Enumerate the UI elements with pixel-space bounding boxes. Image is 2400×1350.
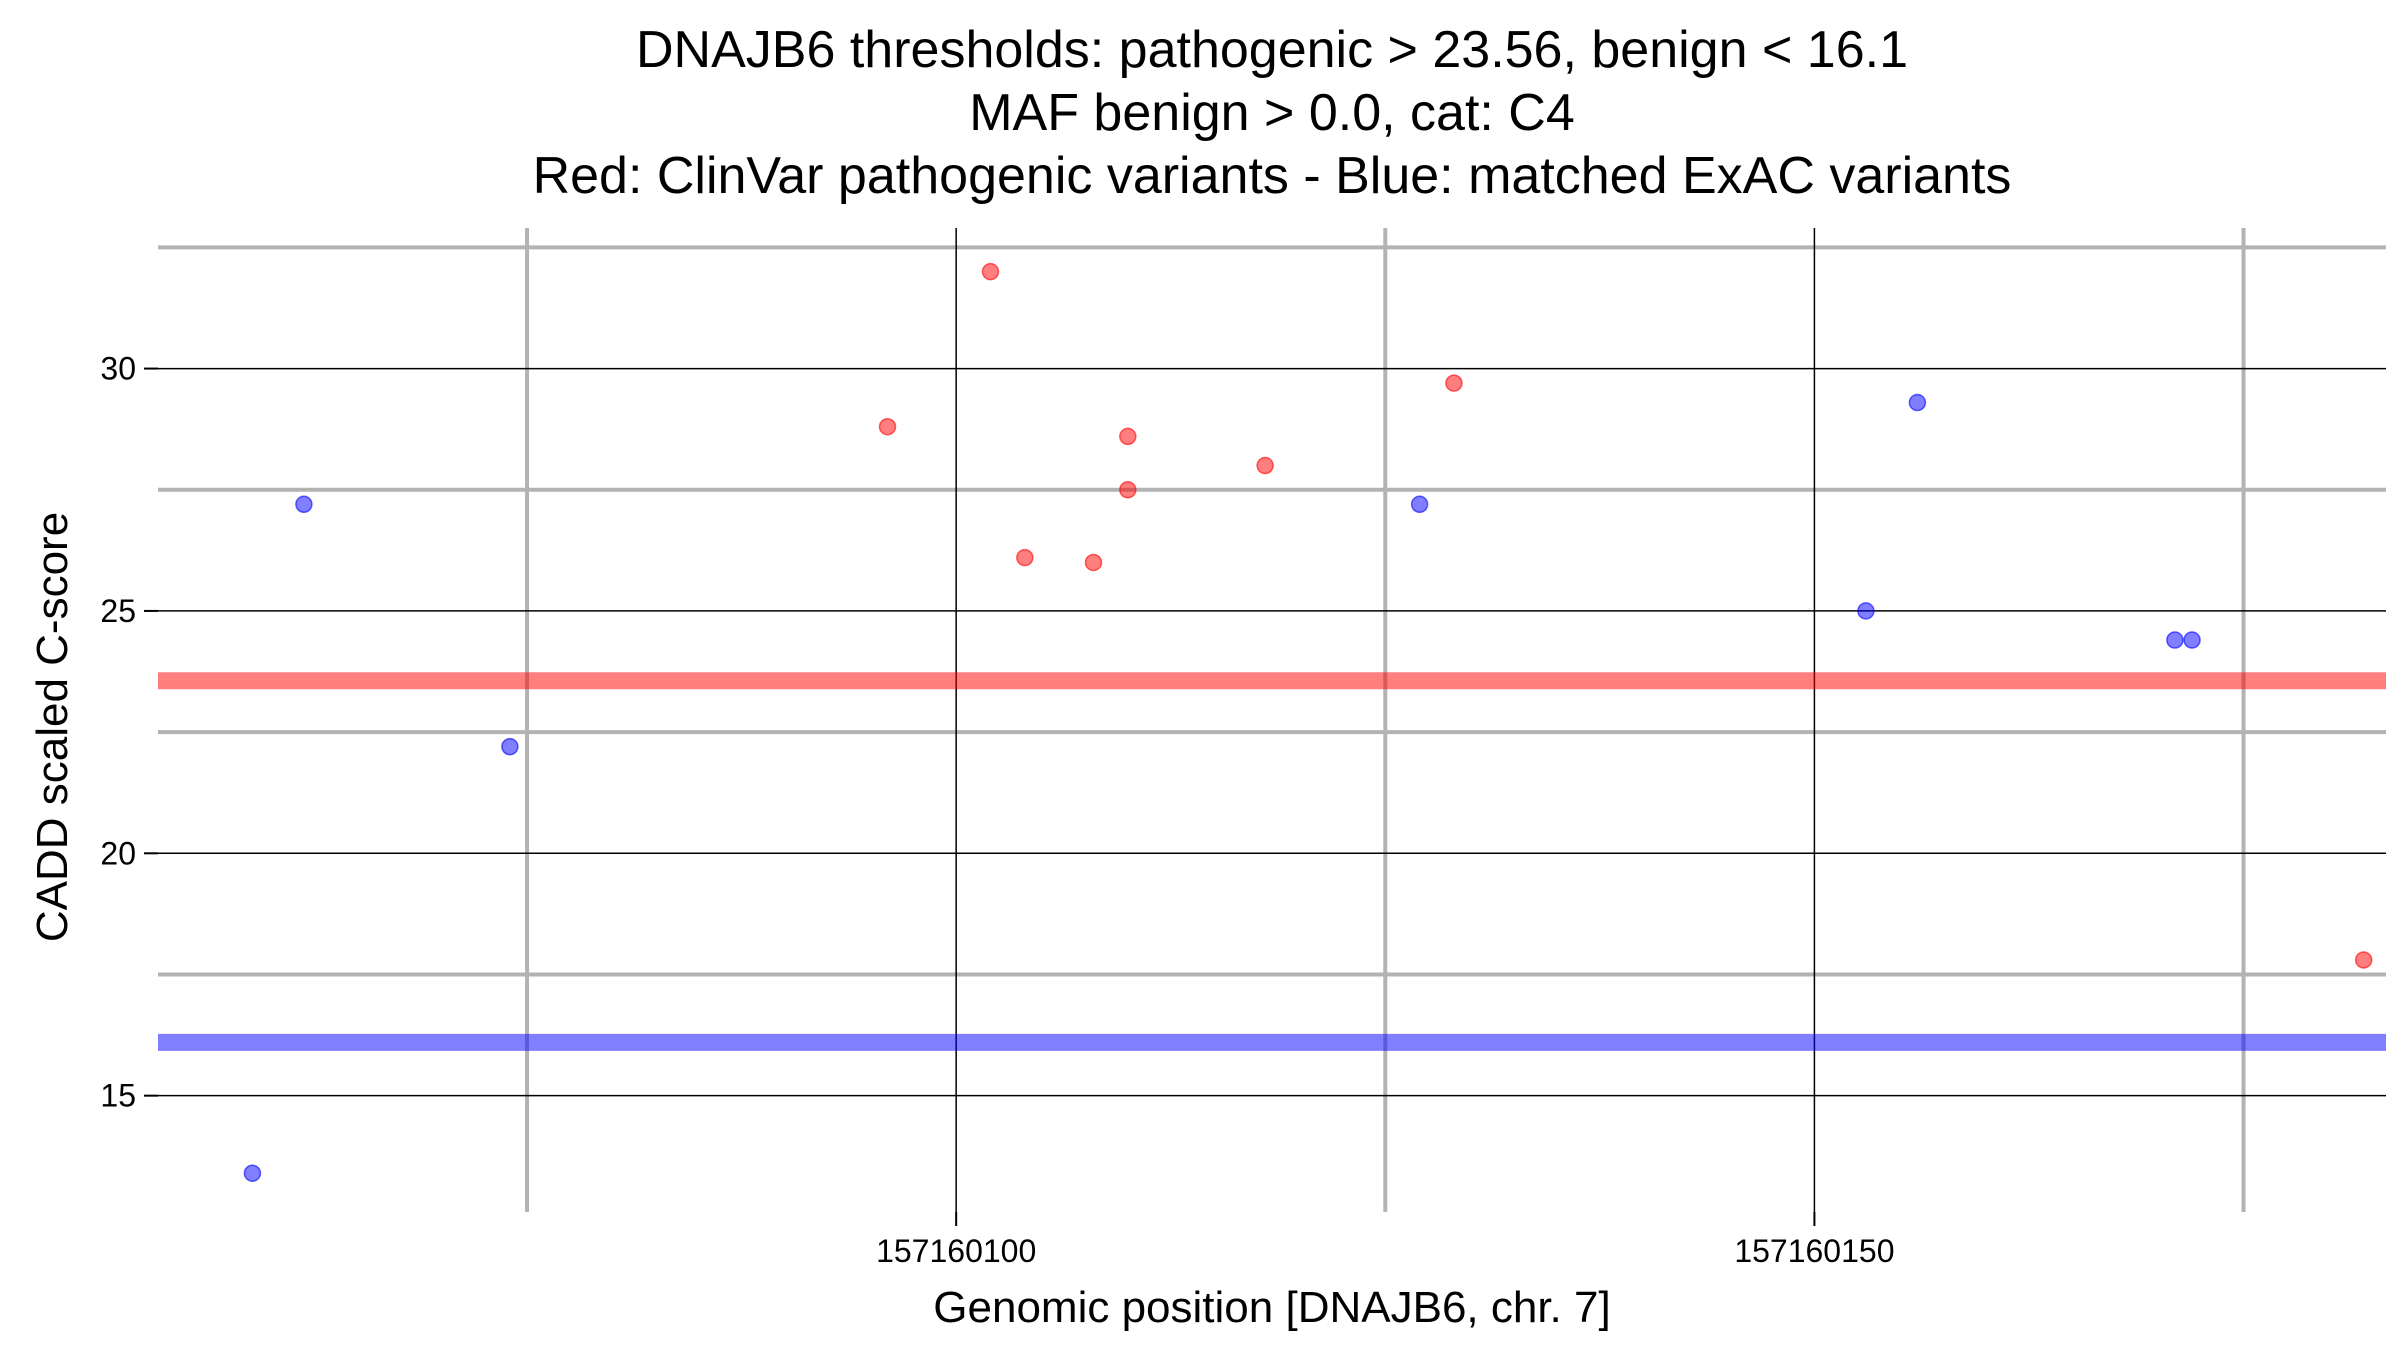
pathogenic-variant-point [1084, 553, 1103, 572]
title-line-1: DNAJB6 thresholds: pathogenic > 23.56, b… [636, 21, 1908, 79]
major-gridlines [158, 228, 2386, 1212]
title-line-3: Red: ClinVar pathogenic variants - Blue:… [533, 147, 2012, 205]
x-tick-label: 157160150 [1734, 1233, 1894, 1269]
x-axis-label: Genomic position [DNAJB6, chr. 7] [933, 1283, 1610, 1332]
exac-variant-point [1908, 393, 1927, 412]
y-tick-label: 25 [100, 593, 136, 629]
exac-variant-point [2166, 631, 2184, 649]
threshold-lines [158, 672, 2386, 1051]
exac-variant-point [1410, 495, 1429, 514]
minor-gridlines [158, 228, 2386, 1212]
exac-variant-point [501, 737, 519, 756]
y-tick-label: 20 [100, 835, 136, 871]
exac-variant-point [1857, 602, 1875, 620]
pathogenic-variant-point [1256, 456, 1274, 475]
pathogenic-variant-point [878, 417, 897, 436]
y-tick-label: 30 [100, 351, 136, 387]
exac-variant-point [295, 495, 313, 514]
pathogenic-variant-point [981, 262, 1000, 281]
exac-variant-point [243, 1164, 262, 1182]
pathogenic-variant-point [1119, 481, 1137, 499]
exac-variant-point [2183, 631, 2201, 649]
pathogenic-variant-point [2354, 951, 2373, 969]
pathogenic-variant-point [1016, 548, 1034, 567]
pathogenic-variant-point [1119, 427, 1137, 446]
data-points [243, 262, 2373, 1182]
y-tick-label: 15 [100, 1078, 136, 1114]
x-tick-label: 157160100 [876, 1233, 1036, 1269]
title-line-2: MAF benign > 0.0, cat: C4 [969, 84, 1575, 142]
axis-ticks: 15 20 25 30 157160100 157160150 [100, 351, 1894, 1269]
chart-title: DNAJB6 thresholds: pathogenic > 23.56, b… [533, 21, 2012, 205]
pathogenic-variant-point [1445, 374, 1463, 392]
y-axis-label: CADD scaled C-score [28, 512, 77, 942]
